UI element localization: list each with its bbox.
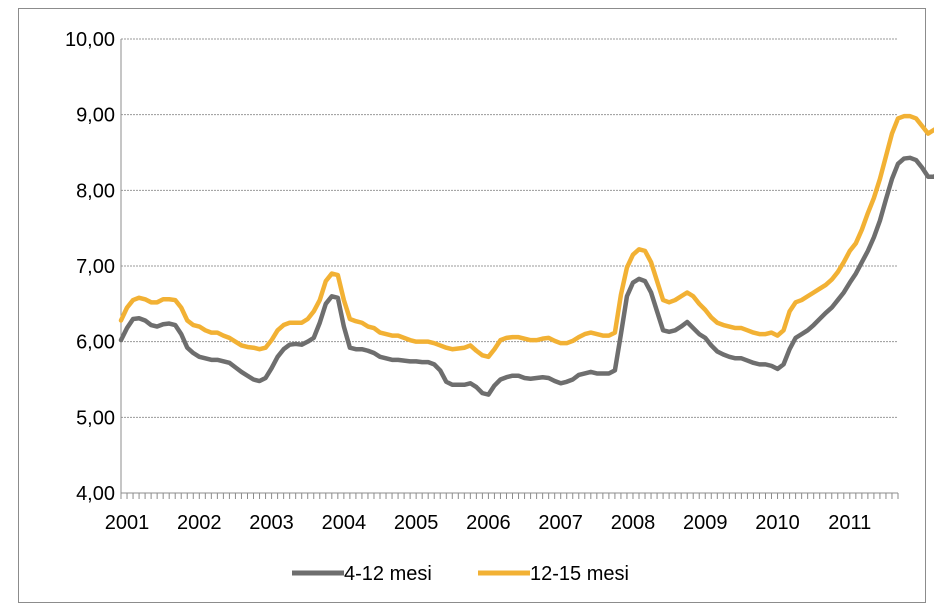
x-tick-label: 2002 xyxy=(177,512,222,534)
x-tick-label: 2006 xyxy=(466,512,511,534)
x-tick-label: 2007 xyxy=(538,512,583,534)
axes xyxy=(120,39,899,499)
x-axis-tick-labels: 2001 2002 2003 2004 2005 2006 2007 2008 2009 2010… xyxy=(105,512,872,534)
y-tick-label: 9,00 xyxy=(76,105,115,127)
x-tick-label: 2011 xyxy=(828,512,871,534)
x-tick-label: 2003 xyxy=(249,512,294,534)
x-tick-label: 2004 xyxy=(322,512,367,534)
chart-frame xyxy=(18,8,926,603)
y-tick-label: 4,00 xyxy=(76,483,115,505)
x-tick-label: 2008 xyxy=(611,512,656,534)
y-tick-label: 5,00 xyxy=(76,407,115,429)
series-line-1 xyxy=(118,155,934,397)
x-tick-label: 2010 xyxy=(755,512,800,534)
y-axis-tick-labels: 4,00 5,00 6,00 7,00 8,00 9,00 10,00 xyxy=(65,29,115,505)
x-tick-label: 2009 xyxy=(683,512,728,534)
y-tick-label: 8,00 xyxy=(76,180,115,202)
y-tick-label: 7,00 xyxy=(76,256,115,278)
series-lines xyxy=(118,113,934,397)
legend: 4-12 mesi 12-15 mesi xyxy=(292,563,629,585)
gridlines xyxy=(121,38,898,418)
legend-label-1: 4-12 mesi xyxy=(344,563,432,585)
x-tick-label: 2001 xyxy=(105,512,150,534)
x-tick-label: 2005 xyxy=(394,512,439,534)
series-line-2 xyxy=(118,113,934,360)
y-tick-label: 6,00 xyxy=(76,332,115,354)
legend-label-2: 12-15 mesi xyxy=(530,563,629,585)
y-tick-label: 10,00 xyxy=(65,29,115,51)
